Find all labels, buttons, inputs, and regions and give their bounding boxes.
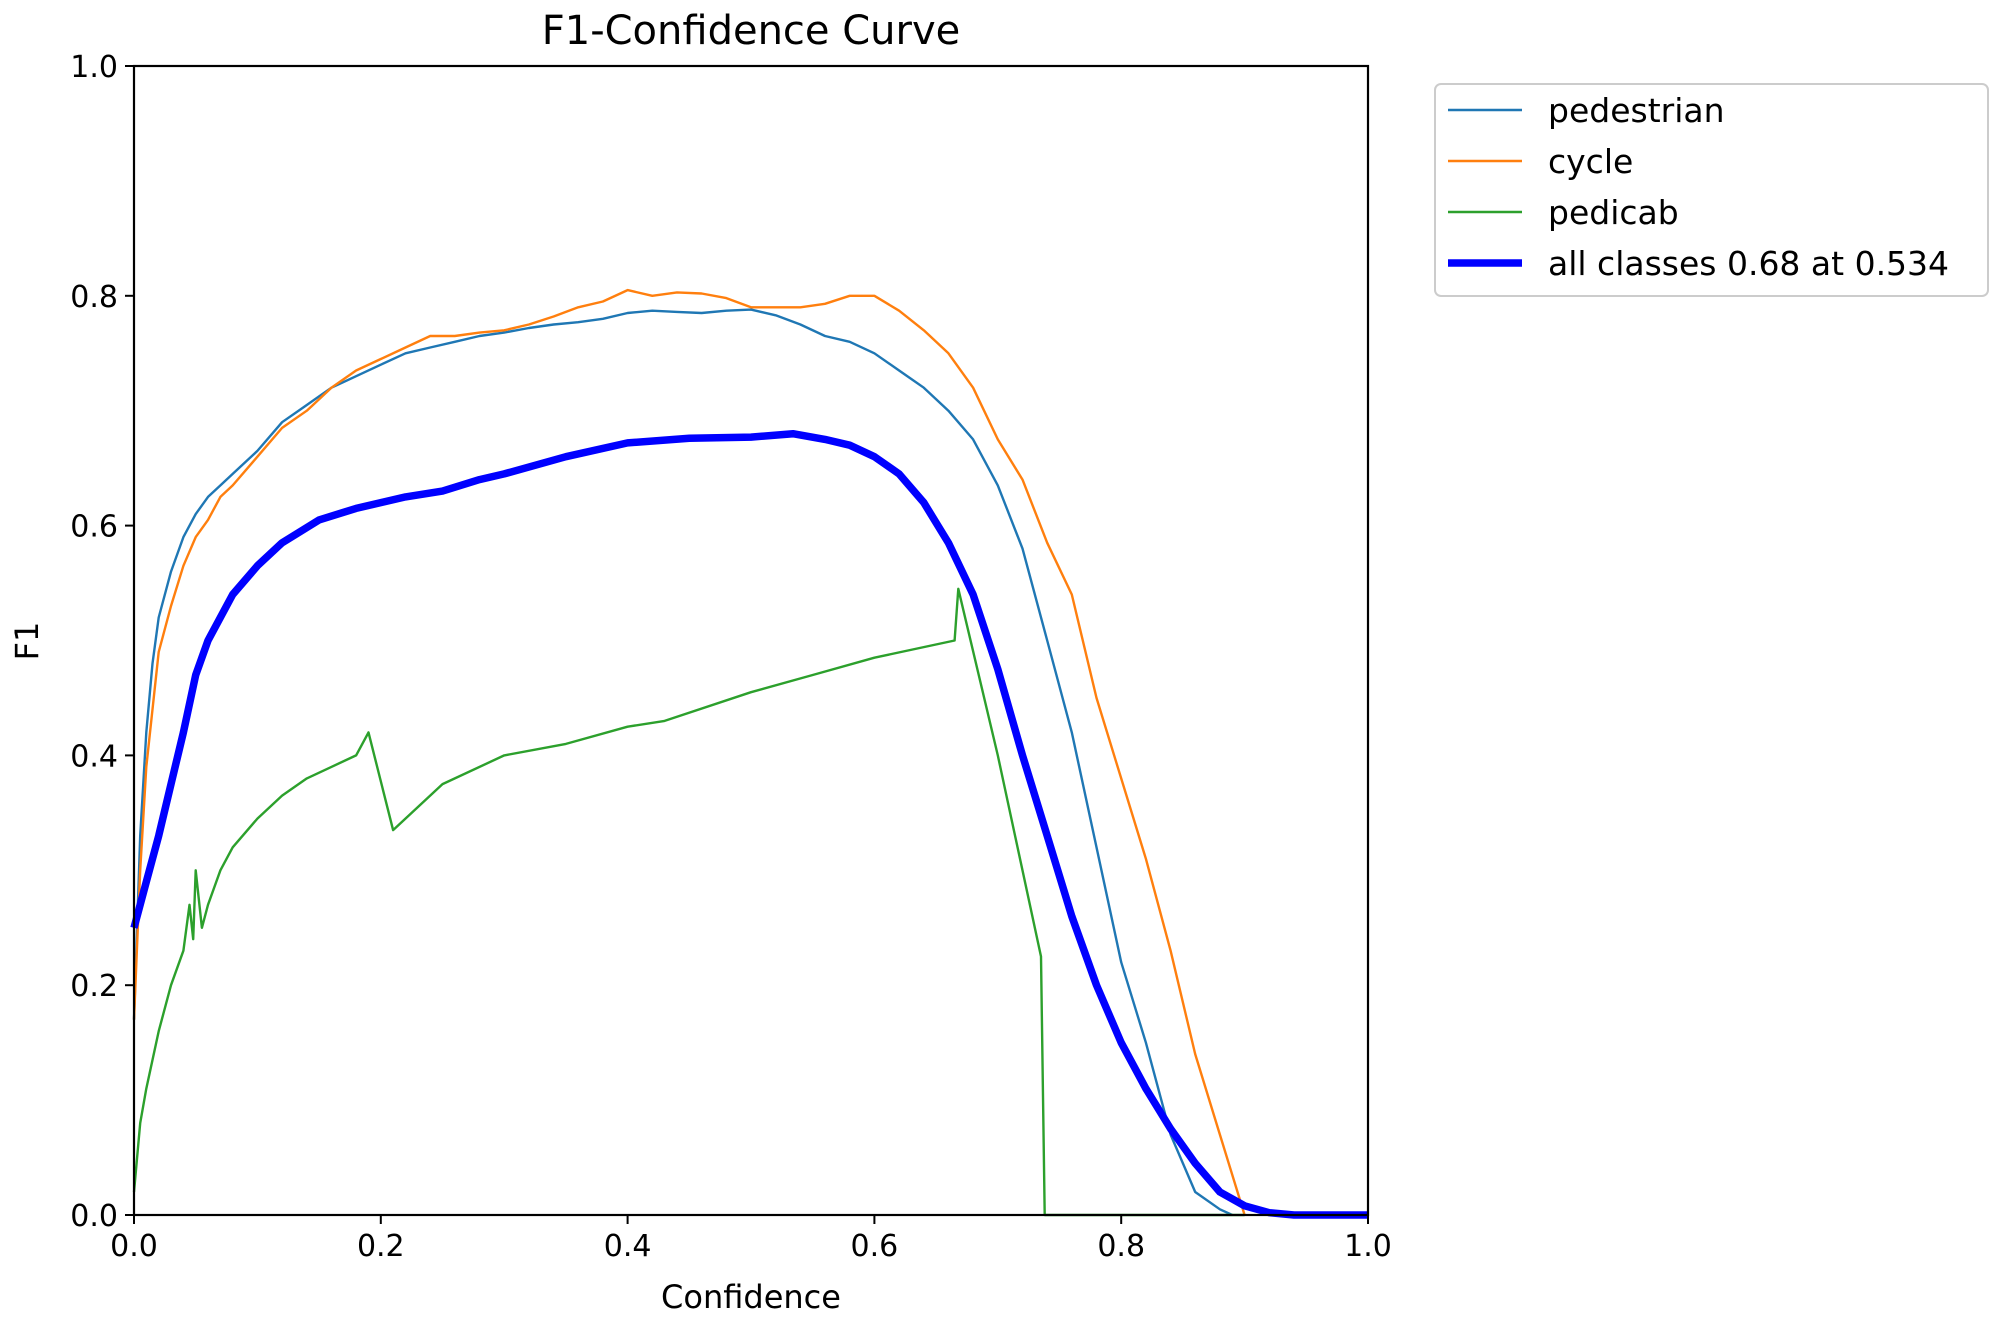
y-axis-ticks: 0.0 0.2 0.4 0.6 0.8 1.0 xyxy=(70,50,134,1234)
legend-box xyxy=(1434,83,1989,297)
x-tick-label: 0.8 xyxy=(1097,1229,1145,1264)
plot-area xyxy=(130,64,1370,1219)
series-layer xyxy=(130,288,1368,1219)
series-line-2 xyxy=(132,288,1246,1216)
x-tick-label: 0.4 xyxy=(604,1229,652,1264)
x-tick-label: 0.6 xyxy=(851,1229,899,1264)
y-tick-label: 0.2 xyxy=(70,969,118,1004)
legend-label: cycle xyxy=(1548,142,1633,181)
series-line-3 xyxy=(132,587,1245,1217)
x-tick-label: 1.0 xyxy=(1344,1229,1392,1264)
legend-label: all classes 0.68 at 0.534 xyxy=(1548,244,1949,283)
legend-label: pedestrian xyxy=(1548,91,1725,130)
y-tick-label: 0.4 xyxy=(70,739,118,774)
series-line-1 xyxy=(132,308,1233,1217)
y-tick-label: 0.8 xyxy=(70,280,118,315)
y-tick-label: 1.0 xyxy=(70,50,118,85)
series-line-4 xyxy=(130,429,1368,1219)
x-axis-label: Confidence xyxy=(661,1278,841,1316)
x-axis-ticks: 0.0 0.2 0.4 0.6 0.8 1.0 xyxy=(110,1215,1392,1264)
x-tick-label: 0.0 xyxy=(110,1229,158,1264)
legend-items: pedestrian cycle pedicab all classes 0.68 a… xyxy=(1448,91,1949,283)
legend-label: pedicab xyxy=(1548,193,1679,232)
legend: pedestrian cycle pedicab all classes 0.68 a… xyxy=(1434,83,1989,297)
y-tick-label: 0.0 xyxy=(70,1199,118,1234)
y-axis-label: F1 xyxy=(8,622,46,661)
y-tick-label: 0.6 xyxy=(70,510,118,545)
axes-frame xyxy=(132,64,1370,1217)
x-tick-label: 0.2 xyxy=(357,1229,405,1264)
chart-title: F1-Confidence Curve xyxy=(542,8,961,54)
